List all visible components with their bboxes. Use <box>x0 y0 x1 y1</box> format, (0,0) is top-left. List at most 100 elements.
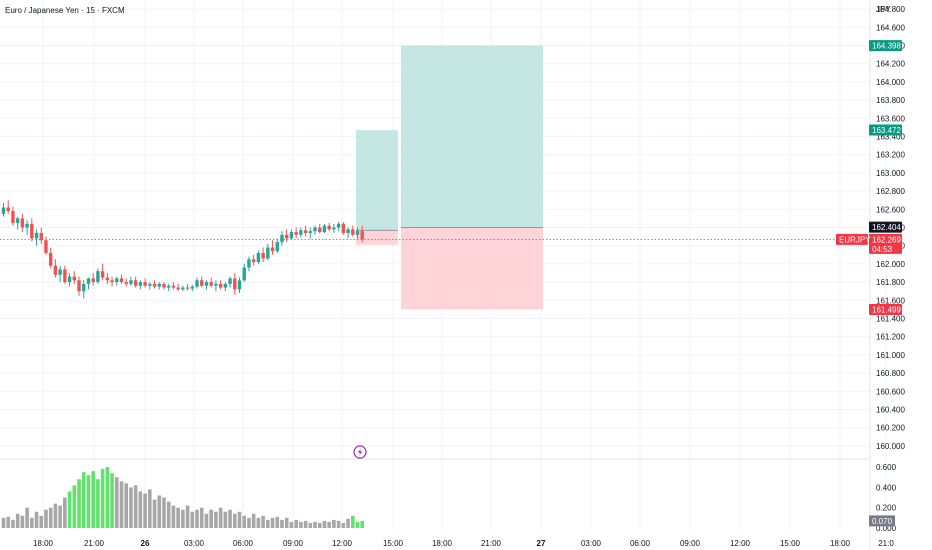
candle <box>228 276 232 288</box>
candle-body <box>336 223 341 228</box>
volume-bar <box>218 507 223 528</box>
loss-zone[interactable] <box>356 230 398 245</box>
candle-body <box>119 278 124 283</box>
volume-tick-label: 0.600 <box>876 463 897 472</box>
candle <box>360 225 364 243</box>
candle-body <box>25 223 29 228</box>
candle-body <box>237 280 242 290</box>
volume-bars <box>1 467 365 528</box>
candle <box>20 213 25 233</box>
candle <box>171 282 176 290</box>
volume-bar <box>232 513 237 528</box>
candle-body <box>11 211 15 223</box>
candle <box>34 229 39 246</box>
long-position[interactable] <box>401 45 543 310</box>
candle-body <box>256 252 261 263</box>
price-tick-label: 160.400 <box>876 406 905 415</box>
volume-bar <box>341 522 346 528</box>
volume-bar <box>275 516 280 528</box>
candle-body <box>115 278 119 283</box>
stop-loss-badge-label: 161.499 <box>872 305 901 314</box>
profit-zone[interactable] <box>401 45 543 228</box>
volume-bar <box>63 497 67 528</box>
candle <box>285 229 289 243</box>
volume-bar <box>195 509 199 528</box>
candle <box>242 263 246 283</box>
volume-bar <box>53 503 58 528</box>
candle-body <box>58 269 62 275</box>
candle-body <box>251 259 256 263</box>
candle-body <box>289 232 294 239</box>
candle-body <box>308 231 312 233</box>
time-tick-label: 18:00 <box>830 539 851 548</box>
candle <box>6 200 10 214</box>
volume-bar <box>152 499 157 528</box>
volume-bar <box>15 513 20 528</box>
time-tick-label: 12:00 <box>332 539 353 548</box>
candle-body <box>233 278 237 290</box>
candle <box>91 273 95 286</box>
volume-bar <box>67 491 72 528</box>
candle-body <box>6 207 10 212</box>
volume-bar <box>294 519 298 528</box>
candle-body <box>351 229 355 235</box>
candle <box>332 223 336 233</box>
position-tools[interactable] <box>356 45 543 310</box>
volume-bar <box>157 495 162 528</box>
volume-bar <box>77 479 81 528</box>
candle-body <box>44 240 48 253</box>
short-position[interactable] <box>356 130 398 245</box>
price-tick-label: 161.000 <box>876 351 905 360</box>
volume-bar <box>237 511 242 528</box>
candle-body <box>105 277 110 281</box>
candle <box>96 268 100 284</box>
candle-body <box>218 283 223 288</box>
volume-bar <box>166 501 171 528</box>
symbol-title[interactable]: Euro / Japanese Yen · 15 · FXCM <box>5 6 125 15</box>
loss-zone[interactable] <box>401 227 543 310</box>
candle <box>100 263 105 281</box>
candle <box>119 274 124 284</box>
candle <box>190 284 194 292</box>
candle <box>67 273 72 287</box>
price-tick-label: 162.600 <box>876 205 905 214</box>
candle <box>223 282 228 292</box>
candle-body <box>1 207 6 214</box>
profit-zone[interactable] <box>356 130 398 231</box>
time-tick-label: 06:00 <box>233 539 254 548</box>
lightning-icon[interactable] <box>353 445 367 459</box>
current-price-label: 162.269 <box>872 235 901 244</box>
volume-axis[interactable]: 0.600 0.400 0.200 0.000 <box>876 463 897 533</box>
time-axis[interactable]: 18:00 21:00 26 03:00 06:00 09:00 12:00 15:00 18:… <box>33 539 894 548</box>
candle <box>289 229 294 241</box>
candle <box>157 282 161 290</box>
volume-bar <box>119 481 124 528</box>
candle <box>327 222 331 232</box>
volume-bar <box>11 519 15 528</box>
price-tick-label: 160.800 <box>876 369 905 378</box>
volume-bar <box>44 509 48 528</box>
candle <box>49 247 53 269</box>
candle <box>77 276 81 296</box>
volume-bar <box>96 479 100 528</box>
candle <box>44 236 48 255</box>
candle <box>313 225 317 235</box>
volume-bar <box>133 485 138 528</box>
candle-body <box>318 227 322 233</box>
candle <box>129 276 133 286</box>
volume-bar <box>355 521 360 528</box>
volume-bar <box>242 515 247 528</box>
volume-bar <box>199 507 204 528</box>
candle <box>105 273 110 284</box>
candle-body <box>266 247 270 259</box>
price-tick-label: 164.200 <box>876 60 905 69</box>
candle <box>251 254 256 266</box>
volume-bar <box>171 505 176 528</box>
take-profit-near-badge-label: 163.472 <box>872 126 901 135</box>
volume-bar <box>129 487 133 528</box>
volume-bar <box>114 477 119 528</box>
candle <box>247 256 251 272</box>
